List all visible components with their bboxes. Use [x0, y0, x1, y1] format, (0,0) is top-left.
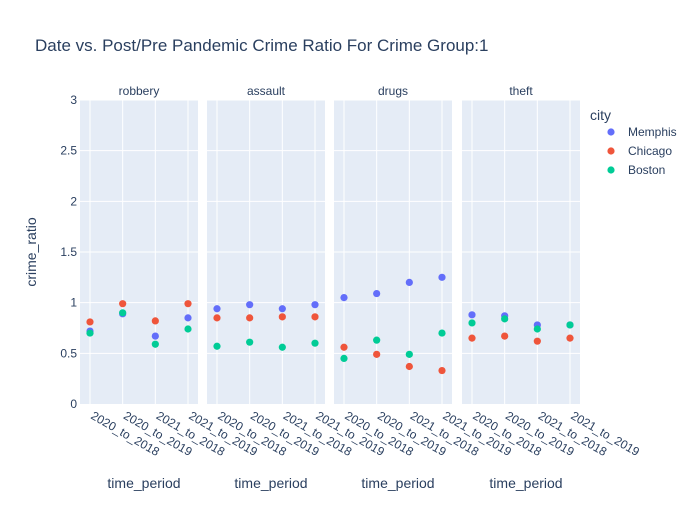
- data-point-boston: [501, 315, 509, 323]
- data-point-chicago: [246, 314, 254, 322]
- facet-panels: robbery2020_to_20182020_to_20192021_to_2…: [60, 84, 642, 491]
- data-point-memphis: [311, 301, 319, 309]
- data-point-boston: [246, 338, 254, 346]
- legend-label: Boston: [628, 163, 665, 177]
- y-axis-title: crime_ratio: [23, 217, 39, 286]
- y-tick-label: 2: [70, 194, 77, 208]
- data-point-boston: [213, 342, 221, 350]
- data-point-boston: [340, 354, 348, 362]
- data-point-memphis: [213, 305, 221, 313]
- legend-label: Chicago: [628, 144, 672, 158]
- data-point-chicago: [438, 366, 446, 375]
- data-point-boston: [566, 321, 574, 329]
- data-point-chicago: [373, 350, 381, 358]
- facet-label-assault: assault: [247, 84, 286, 98]
- data-point-chicago: [311, 313, 319, 321]
- facet-label-drugs: drugs: [378, 84, 408, 98]
- legend-title: city: [590, 107, 611, 123]
- legend-marker: [607, 147, 615, 155]
- data-point-memphis: [468, 311, 476, 319]
- legend-marker: [607, 166, 615, 174]
- data-point-memphis: [373, 289, 381, 298]
- data-point-boston: [278, 343, 286, 351]
- y-tick-label: 1: [70, 296, 77, 310]
- data-point-chicago: [278, 313, 286, 321]
- x-axis-title: time_period: [361, 475, 434, 491]
- data-point-boston: [533, 325, 541, 333]
- data-point-memphis: [246, 301, 254, 309]
- data-point-chicago: [468, 334, 476, 342]
- data-point-memphis: [405, 278, 413, 286]
- data-point-chicago: [533, 337, 541, 345]
- x-axis-title: time_period: [234, 475, 307, 491]
- data-point-chicago: [184, 300, 192, 308]
- data-point-chicago: [213, 314, 221, 322]
- y-tick-label: 3: [70, 93, 77, 107]
- data-point-chicago: [566, 334, 574, 342]
- data-point-boston: [373, 336, 381, 344]
- data-point-boston: [151, 340, 159, 348]
- data-point-chicago: [501, 332, 509, 340]
- legend-label: Memphis: [628, 125, 677, 139]
- legend-item-chicago[interactable]: Chicago: [607, 144, 672, 158]
- data-point-memphis: [151, 332, 159, 340]
- legend-item-memphis[interactable]: Memphis: [607, 125, 677, 139]
- y-tick-label: 2.5: [60, 144, 77, 158]
- data-point-boston: [405, 350, 413, 358]
- data-point-boston: [119, 309, 127, 317]
- x-axis-title: time_period: [107, 475, 180, 491]
- data-point-chicago: [340, 343, 348, 351]
- data-point-boston: [86, 329, 94, 337]
- data-point-memphis: [340, 294, 348, 302]
- legend: city Memphis Chicago Boston: [590, 107, 677, 177]
- data-point-chicago: [86, 318, 94, 326]
- chart-title: Date vs. Post/Pre Pandemic Crime Ratio F…: [35, 36, 488, 55]
- facet-panel-theft: theft2020_to_20182020_to_20192021_to_201…: [462, 84, 642, 491]
- data-point-chicago: [405, 362, 413, 371]
- facet-label-robbery: robbery: [119, 84, 160, 98]
- data-point-memphis: [438, 273, 446, 281]
- data-point-chicago: [119, 300, 127, 308]
- data-point-memphis: [184, 314, 192, 322]
- data-point-boston: [184, 325, 192, 333]
- legend-item-boston[interactable]: Boston: [607, 163, 665, 177]
- data-point-boston: [468, 319, 476, 327]
- data-point-memphis: [278, 305, 286, 313]
- y-tick-label: 0: [70, 397, 77, 411]
- legend-marker: [607, 128, 615, 136]
- y-tick-label: 0.5: [60, 346, 77, 360]
- x-axis-title: time_period: [489, 475, 562, 491]
- y-tick-label: 1.5: [60, 245, 77, 259]
- data-point-boston: [438, 329, 446, 337]
- data-point-boston: [311, 339, 319, 347]
- facet-label-theft: theft: [509, 84, 533, 98]
- data-point-chicago: [151, 317, 159, 325]
